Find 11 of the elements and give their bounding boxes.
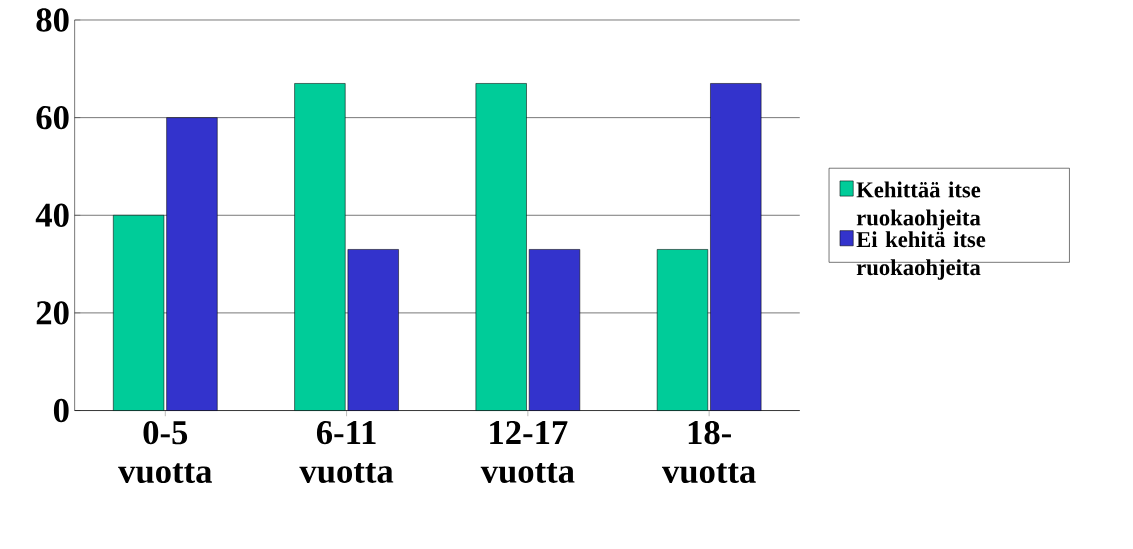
legend-label: Kehittää itse ruokaohjeita [856, 181, 981, 231]
x-tick-label: 18- vuotta [661, 420, 756, 483]
x-tick-label: 6-11 vuotta [299, 420, 394, 483]
x-tick-label: 0-5 vuotta [118, 420, 212, 483]
x-tick-label: 12-17 vuotta [480, 420, 575, 483]
y-tick-label: 80 [36, 8, 69, 32]
y-tick-label: 40 [35, 203, 69, 227]
y-tick-label: 0 [53, 398, 69, 423]
y-tick-label: 60 [36, 105, 69, 130]
legend-label: Ei kehitä itse ruokaohjeita [856, 231, 986, 280]
y-tick-label: 20 [36, 301, 69, 325]
